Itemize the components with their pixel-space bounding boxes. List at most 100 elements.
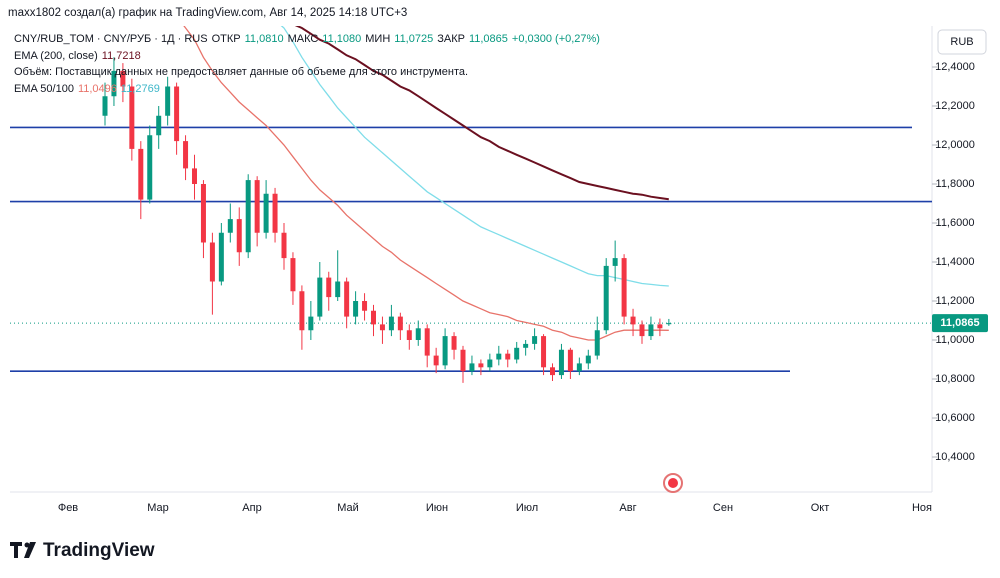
candle-body — [603, 265, 609, 331]
legend-text: EMA 50/100 — [14, 83, 74, 95]
candle-body — [353, 301, 359, 317]
y-tick-label: 11,2000 — [936, 295, 975, 307]
legend-text: 11,2769 — [121, 83, 160, 95]
candle-body — [308, 316, 314, 331]
legend-text: Объём: Поставщик данных не предоставляет… — [14, 66, 468, 78]
brand-logo — [10, 542, 36, 558]
candle-body — [299, 291, 305, 331]
candle-body — [281, 232, 287, 259]
last-price-label: 11,0865 — [940, 317, 979, 329]
candle-body — [388, 316, 394, 331]
x-tick-label: Май — [337, 502, 359, 514]
y-tick-label: 11,0000 — [936, 334, 975, 346]
candle-body — [362, 301, 368, 311]
legend-text: ОТКР — [212, 33, 241, 45]
candle-body — [200, 184, 206, 243]
candle-body — [621, 258, 627, 317]
last-price-box — [932, 314, 988, 333]
legend-text: 11,1080 — [322, 33, 361, 45]
y-tick-label: 11,8000 — [936, 178, 975, 190]
candle-body — [129, 86, 135, 149]
legend-text: EMA (200, close) — [14, 50, 98, 62]
candle-body — [263, 193, 269, 233]
candle-body — [558, 349, 564, 376]
header: maxx1802 создал(а) график на TradingView… — [8, 7, 407, 19]
x-tick-label: Июн — [426, 502, 448, 514]
y-tick-label: 12,2000 — [935, 100, 975, 112]
legend-text: МАКС — [288, 33, 319, 45]
candle-body — [496, 353, 502, 360]
candle-body — [585, 355, 591, 364]
candle-body — [415, 328, 421, 340]
candle-body — [451, 336, 457, 350]
candle-body — [326, 277, 332, 298]
ema-line — [183, 26, 669, 341]
legend-text: МИН — [365, 33, 390, 45]
candle-body — [317, 277, 323, 317]
candle-body — [433, 355, 439, 366]
event-icon-dot — [668, 478, 678, 488]
candle-body — [594, 330, 600, 356]
legend-text: +0,0300 (+0,27%) — [512, 33, 600, 45]
candle-body — [406, 330, 412, 340]
candle-body — [138, 148, 144, 200]
candle-body — [344, 281, 350, 317]
y-tick-label: 11,6000 — [936, 217, 975, 229]
candle-body — [657, 324, 663, 329]
plot-area — [10, 26, 932, 383]
x-tick-label: Апр — [242, 502, 261, 514]
candle-body — [505, 353, 511, 360]
candle-body — [442, 336, 448, 366]
candle-body — [111, 70, 117, 97]
candle-body — [335, 281, 341, 298]
x-tick-label: Сен — [713, 502, 733, 514]
currency-box[interactable] — [937, 29, 987, 55]
ema-line — [294, 26, 669, 201]
candle-body — [469, 363, 475, 372]
candle-body — [478, 363, 484, 368]
legend-text: 11,0810 — [245, 33, 284, 45]
candle-body — [254, 180, 260, 233]
candle-body — [487, 359, 493, 368]
y-tick-label: 12,0000 — [935, 139, 975, 151]
candle-body — [102, 96, 108, 116]
candle-body — [567, 349, 573, 372]
y-tick-label: 12,4000 — [935, 61, 975, 73]
candle-body — [630, 316, 636, 325]
ema-line — [280, 26, 669, 287]
x-tick-label: Окт — [811, 502, 830, 514]
x-tick-label: Авг — [619, 502, 636, 514]
candle-body — [666, 323, 672, 325]
x-tick-label: Фев — [58, 502, 78, 514]
candle-body — [147, 135, 153, 200]
candle-body — [218, 232, 224, 282]
candle-body — [460, 349, 466, 372]
x-tick-label: Июл — [516, 502, 538, 514]
candle-body — [639, 324, 645, 337]
brand: TradingView — [43, 540, 155, 561]
x-tick-label: Ноя — [912, 502, 932, 514]
candle-body — [612, 258, 618, 266]
candle-body — [156, 115, 162, 136]
candle-body — [165, 86, 171, 116]
candle-body — [290, 258, 296, 292]
legend-text: ЗАКР — [437, 33, 465, 45]
candle-body — [514, 347, 520, 360]
candle-body — [183, 141, 189, 169]
y-tick-label: 10,4000 — [935, 451, 975, 463]
legend-text: 11,0865 — [469, 33, 508, 45]
legend: CNY/RUB_TOM · CNY/РУБ · 1Д · RUS ОТКР 11,0… — [14, 33, 600, 95]
candle-body — [120, 70, 126, 87]
x-tick-label: Мар — [147, 502, 169, 514]
candle-body — [532, 336, 538, 344]
candle-body — [192, 168, 197, 184]
legend-text: 11,7218 — [102, 50, 141, 62]
candle-body — [371, 310, 376, 325]
candle-body — [245, 180, 251, 253]
candle-body — [576, 363, 582, 372]
candle-body — [379, 324, 385, 331]
candle-body — [272, 193, 278, 233]
currency: RUB — [950, 36, 973, 48]
legend-text: 11,0725 — [394, 33, 433, 45]
